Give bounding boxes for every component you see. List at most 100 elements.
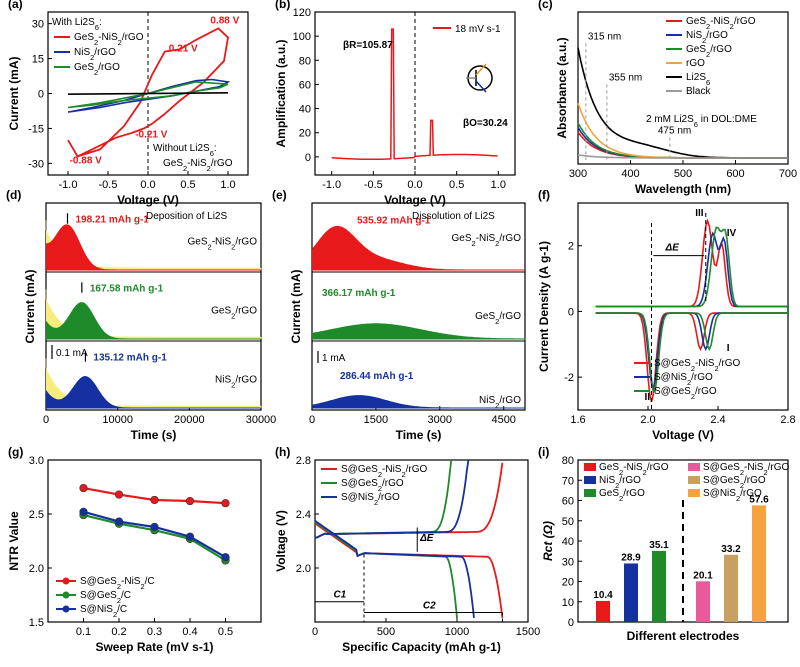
transistor-lead (475, 80, 487, 93)
absorbance-curve (577, 154, 788, 159)
legend-swatch (688, 463, 700, 471)
y-axis-label: NTR Value (7, 511, 21, 571)
legend-entry: S@NiS2/rGO (703, 488, 762, 503)
x-axis-label: Specific Capacity (mAh g-1) (342, 640, 501, 654)
annotation: IV (727, 228, 737, 239)
x-tick-label: -1.0 (59, 179, 78, 191)
bar-value-label: 35.1 (649, 540, 669, 551)
legend-swatch (688, 489, 700, 497)
panel-label: (b) (275, 0, 290, 11)
cv-curve-GeS2/rGO (67, 81, 229, 109)
y-axis-label: Current (mA) (289, 269, 303, 343)
legend-entry: S@GeS2-NiS2/rGO (703, 462, 790, 477)
stack-name: GeS2/rGO (211, 305, 257, 320)
annotation: ΔE (665, 243, 680, 254)
y-tick-label: 2.4 (296, 509, 311, 521)
legend-entry: S@GeS2/rGO (341, 478, 404, 493)
data-point (221, 499, 230, 508)
legend-entry: S@GeS2-NiS2/rGO (654, 358, 741, 373)
y-tick-label: 20 (562, 577, 574, 589)
legend-entry: GeS2/rGO (686, 44, 732, 59)
panel-label: (c) (538, 0, 553, 11)
y-tick-label: -2 (564, 372, 574, 384)
annotation-delta-e: ΔE (419, 533, 434, 544)
x-tick-label: 4500 (491, 414, 515, 426)
annotation: 0.21 V (169, 44, 198, 55)
cv-curve-GeS2-NiS2/rGO (67, 27, 229, 158)
absorbance-curve (577, 47, 788, 159)
ntr-line (83, 510, 227, 559)
panel-d (45, 202, 262, 411)
x-tick-label: 1.0 (491, 179, 506, 191)
title-note: Dissolution of Li2S (412, 211, 495, 222)
x-axis-label: Wavelength (nm) (635, 182, 731, 196)
data-point (150, 522, 159, 532)
y-axis-label: Rct (Ω) (541, 521, 555, 561)
x-tick-label: 1.6 (570, 414, 585, 426)
annotation: 0.88 V (210, 16, 239, 27)
y-tick-label: 50 (562, 516, 574, 528)
legend-entry: S@GeS2-NiS2/C (80, 576, 155, 591)
x-tick-label: 500 (674, 168, 692, 180)
panel-label: (g) (8, 445, 23, 459)
capacity-label: 286.44 mAh g-1 (340, 371, 414, 382)
legend-entry: Black (686, 86, 711, 97)
panel-e (311, 202, 526, 411)
y-axis-label: Current (mA) (23, 269, 37, 343)
current-fill (45, 375, 261, 409)
panel-label: (i) (538, 445, 549, 459)
x-tick-label: 0.1 (76, 626, 91, 638)
bar-GeS2/rGO (652, 550, 666, 622)
discharge-curve (314, 520, 475, 618)
y-tick-label: 60 (562, 496, 574, 508)
x-tick-label: 0.5 (218, 626, 233, 638)
legend-entry: 18 mV s-1 (455, 24, 501, 35)
data-point (185, 496, 195, 506)
x-tick-label: 30000 (246, 414, 277, 426)
x-axis-label: Time (s) (396, 428, 442, 442)
legend-swatch (688, 476, 700, 484)
legend-entry: GeS2/rGO (599, 488, 645, 503)
annotation: 315 nm (588, 31, 621, 42)
y-tick-label: 10 (562, 597, 574, 609)
panel-f (577, 202, 789, 411)
data-point (114, 517, 124, 526)
y-tick-label: 2.0 (296, 563, 311, 575)
charge-curve (314, 459, 470, 540)
data-point (150, 495, 159, 505)
annotation: 355 nm (609, 72, 642, 83)
x-tick-label: -0.5 (364, 179, 383, 191)
y-tick-label: 120 (293, 7, 311, 19)
bar-GeS2-NiS2/rGO (596, 600, 610, 622)
legend-entry: S@GeS2/rGO (703, 475, 766, 490)
annotation: -0.21 V (135, 130, 168, 141)
y-tick-label: 2.0 (29, 563, 44, 575)
y-tick-label: 20 (299, 128, 311, 140)
x-tick-label: 2.4 (710, 414, 725, 426)
capacity-label: 167.58 mAh g-1 (90, 283, 164, 294)
cv-curve-black (67, 92, 229, 95)
panel-label: (f) (538, 188, 550, 202)
x-tick-label: 1000 (445, 626, 469, 638)
panel-c (577, 11, 789, 165)
y-tick-label: 3.0 (29, 455, 44, 467)
legend-title: With Li2S6: (52, 17, 102, 32)
data-point (79, 483, 88, 493)
annotation-c1: C1 (333, 590, 346, 601)
x-axis-label: Sweep Rate (mV s-1) (95, 640, 213, 654)
annotation: -0.88 V (70, 155, 103, 166)
bar-value-label: 20.1 (693, 570, 713, 581)
capacity-label: 135.12 mAh g-1 (93, 352, 167, 363)
x-tick-label: 500 (377, 626, 395, 638)
annotation-note: 2 mM Li2S6 in DOL:DME (646, 114, 757, 129)
stack-name: GeS2-NiS2/rGO (452, 233, 522, 248)
y-tick-label: 40 (562, 536, 574, 548)
ntr-line (83, 514, 227, 562)
x-axis-label: Voltage (V) (117, 193, 179, 207)
legend-entry: NiS2/rGO (74, 47, 116, 62)
y-axis-label: Current (mA) (7, 56, 21, 130)
legend-swatch (584, 463, 596, 471)
x-tick-label: 0 (43, 414, 49, 426)
discharge-curve (314, 522, 504, 619)
x-tick-label: 700 (779, 168, 797, 180)
